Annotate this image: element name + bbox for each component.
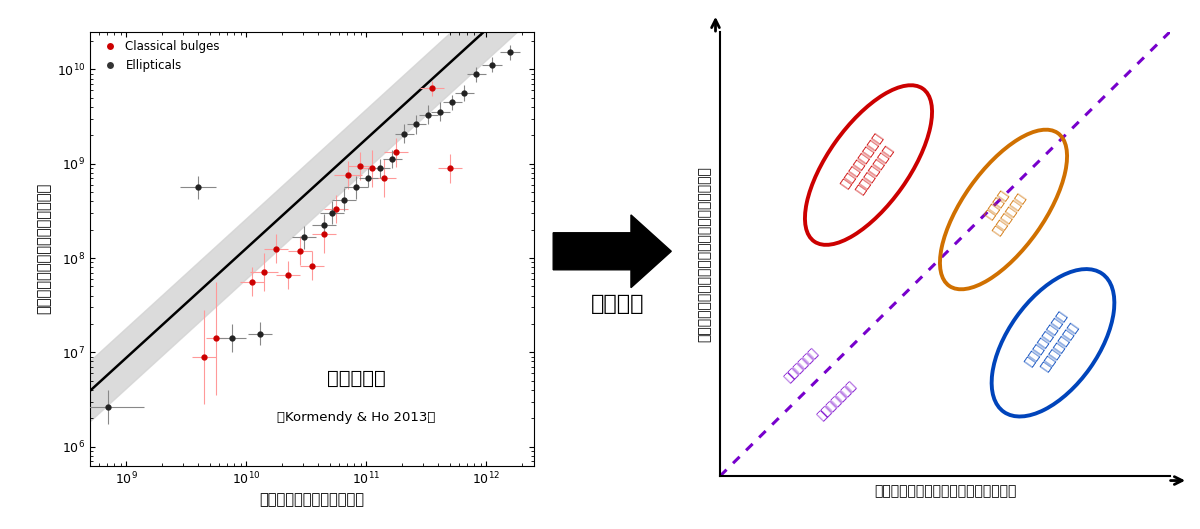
Text: ほぼ正比例関係: ほぼ正比例関係 (815, 379, 859, 423)
Text: 足並みを
そろえて成長: 足並みを そろえて成長 (978, 181, 1030, 238)
Text: 時間変化: 時間変化 (592, 294, 644, 314)
Text: 現在の宇宙の: 現在の宇宙の (781, 345, 821, 385)
X-axis label: 銀河の質量　［太陽質量］: 銀河の質量 ［太陽質量］ (259, 492, 365, 507)
FancyArrow shape (553, 215, 671, 288)
Text: ブラックホールの
ほうが遅く成長: ブラックホールの ほうが遅く成長 (1022, 308, 1084, 377)
Text: ブラックホールの
ほうが早く成長: ブラックホールの ほうが早く成長 (839, 131, 899, 199)
Text: 現在の宇宙: 現在の宇宙 (328, 369, 385, 388)
Y-axis label: ブラックホール質量増加率　［太陽質量／年］: ブラックホール質量増加率 ［太陽質量／年］ (697, 166, 712, 342)
Text: （Kormendy & Ho 2013）: （Kormendy & Ho 2013） (277, 412, 436, 424)
Y-axis label: ブラックホール質量［太陽質量］: ブラックホール質量［太陽質量］ (36, 183, 50, 314)
Legend: Classical bulges, Ellipticals: Classical bulges, Ellipticals (96, 38, 222, 74)
X-axis label: 銀河の質量増加率　［太陽質量／年］: 銀河の質量増加率 ［太陽質量／年］ (874, 485, 1016, 498)
